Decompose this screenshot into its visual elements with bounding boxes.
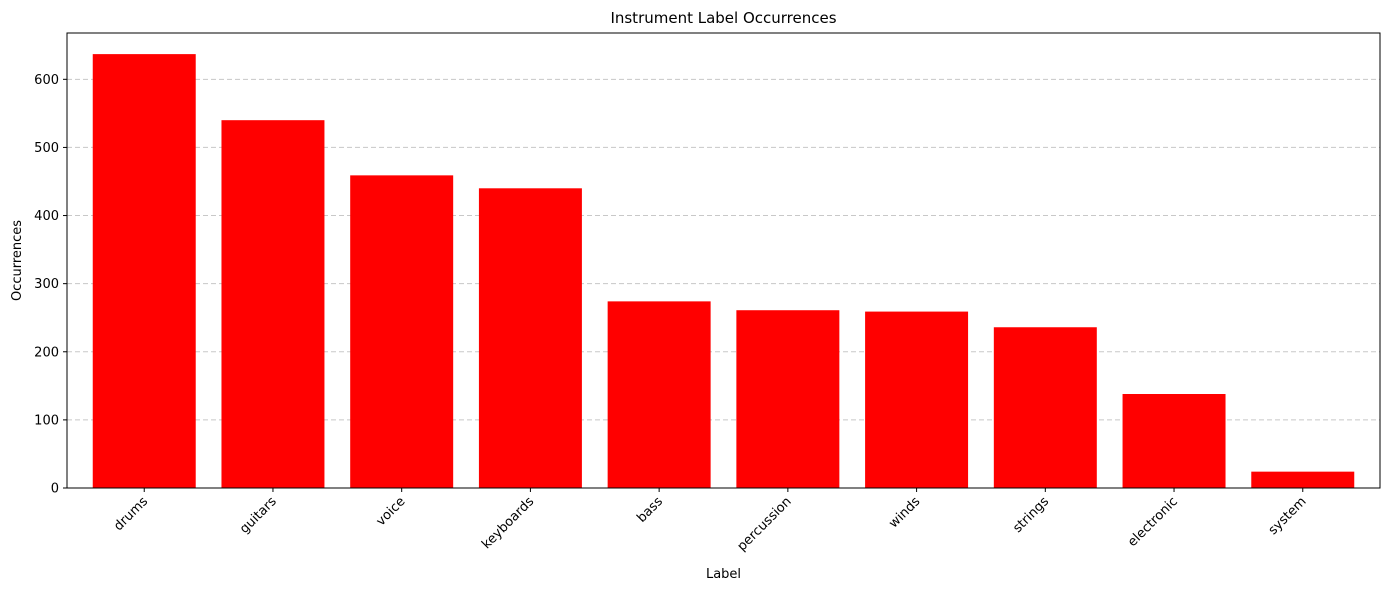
- x-tick-label: voice: [374, 494, 409, 529]
- y-tick-label: 600: [34, 73, 59, 88]
- bar-strings: [993, 327, 1097, 488]
- bar-guitars: [221, 120, 325, 488]
- bar-system: [1251, 471, 1355, 488]
- bar-voice: [350, 175, 454, 488]
- plot-frame: [66, 32, 1381, 489]
- x-axis: drums guitars voice keyboards bass percussion…: [111, 488, 1310, 554]
- bar-percussion: [736, 310, 840, 488]
- bar-electronic: [1122, 394, 1226, 488]
- x-tick-label: guitars: [237, 494, 280, 537]
- y-tick-label: 400: [34, 209, 59, 224]
- x-axis-title: Label: [706, 567, 741, 582]
- x-tick-label: percussion: [735, 494, 795, 554]
- bar-winds: [865, 311, 969, 488]
- x-tick-label: system: [1266, 494, 1310, 538]
- y-axis-title: Occurrences: [10, 220, 25, 301]
- y-tick-label: 100: [34, 413, 59, 428]
- x-tick-label: electronic: [1125, 494, 1181, 550]
- x-tick-label: bass: [634, 494, 666, 526]
- x-tick-label: winds: [886, 494, 923, 531]
- x-tick-label: keyboards: [479, 494, 537, 552]
- bar-bass: [607, 301, 711, 488]
- y-tick-label: 300: [34, 277, 59, 292]
- y-tick-label: 200: [34, 345, 59, 360]
- y-axis: 0 100 200 300 400 500 600: [34, 73, 67, 497]
- x-tick-label: drums: [111, 494, 151, 534]
- y-tick-label: 0: [51, 482, 59, 497]
- chart-title: Instrument Label Occurrences: [610, 9, 836, 27]
- bar-drums: [92, 54, 196, 489]
- bars: [92, 54, 1355, 489]
- bar-keyboards: [478, 188, 582, 488]
- x-tick-label: strings: [1010, 494, 1052, 536]
- y-tick-label: 500: [34, 141, 59, 156]
